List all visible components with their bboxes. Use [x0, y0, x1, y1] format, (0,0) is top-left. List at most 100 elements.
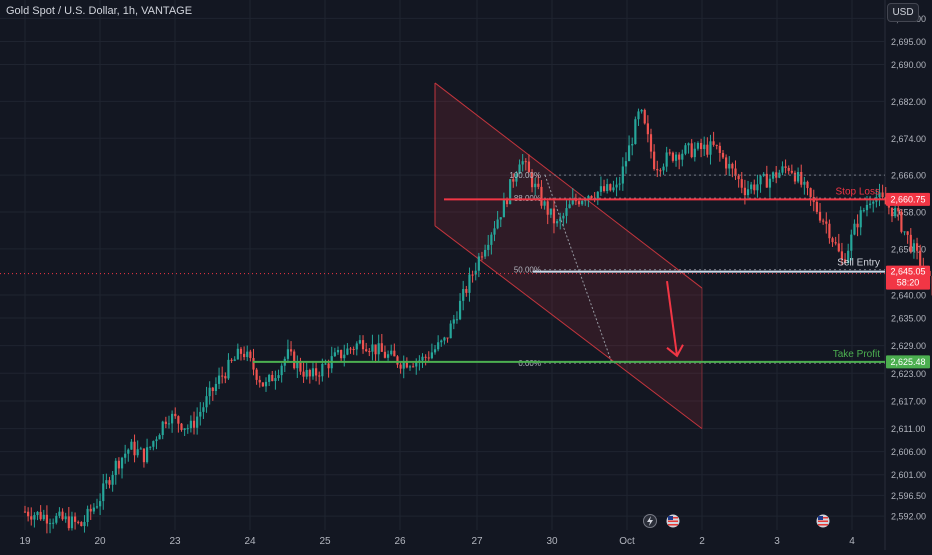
candle-body: [831, 238, 833, 242]
candle-body: [277, 375, 279, 378]
candle-body: [356, 343, 358, 349]
candle-body: [900, 211, 902, 231]
candle-body: [803, 182, 805, 185]
candle-body: [747, 189, 749, 195]
fib-level-label: 0.00%: [518, 359, 541, 368]
x-tick-label: 23: [169, 536, 181, 547]
candle-body: [65, 516, 67, 519]
candle-body: [641, 110, 643, 111]
candle-body: [619, 184, 621, 185]
candle-body: [318, 375, 320, 376]
candle-body: [162, 422, 164, 435]
candle-body: [471, 275, 473, 276]
candle-body: [913, 243, 915, 251]
candle-body: [218, 376, 220, 384]
candle-body: [816, 202, 818, 212]
candle-body: [353, 349, 355, 350]
candle-body: [368, 351, 370, 352]
candle-body: [309, 370, 311, 376]
candle-body: [478, 256, 480, 270]
candle-body: [281, 366, 283, 375]
y-tick-label: 2,640.00: [891, 290, 926, 300]
x-tick-label: 19: [19, 536, 31, 547]
candle-body: [334, 352, 336, 356]
candle-body: [374, 344, 376, 354]
candle-body: [534, 184, 536, 187]
candle-body: [265, 382, 267, 386]
candle-body: [55, 516, 57, 523]
candle-body: [321, 364, 323, 376]
x-tick-label: 20: [94, 536, 106, 547]
candle-body: [324, 364, 326, 365]
candle-body: [547, 201, 549, 214]
candle-body: [700, 143, 702, 149]
candle-body: [606, 184, 608, 191]
chart-title: Gold Spot / U.S. Dollar, 1h, VANTAGE: [6, 5, 192, 17]
candle-body: [744, 188, 746, 195]
candle-body: [243, 354, 245, 357]
candle-body: [202, 407, 204, 412]
candle-body: [756, 184, 758, 190]
candle-body: [806, 182, 808, 188]
candle-body: [456, 319, 458, 320]
x-tick-label: 24: [244, 536, 256, 547]
candle-body: [184, 428, 186, 430]
y-tick-label: 2,690.00: [891, 60, 926, 70]
candle-body: [597, 192, 599, 199]
candle-body: [497, 220, 499, 229]
candle-body: [731, 164, 733, 169]
candle-body: [728, 164, 730, 169]
candle-body: [224, 376, 226, 378]
candle-body: [706, 145, 708, 155]
candle-body: [819, 212, 821, 221]
candle-body: [697, 143, 699, 149]
x-tick-label: 27: [471, 536, 483, 547]
candle-body: [234, 359, 236, 361]
y-tick-label: 2,592.00: [891, 512, 926, 522]
candle-body: [271, 375, 273, 381]
candle-body: [378, 343, 380, 354]
candle-body: [719, 146, 721, 153]
event-icon-us-flag: [817, 515, 830, 528]
y-tick-label: 2,635.00: [891, 314, 926, 324]
y-tick-label: 2,695.00: [891, 37, 926, 47]
candle-body: [87, 509, 89, 522]
candle-body: [684, 145, 686, 153]
y-tick-label: 2,658.00: [891, 208, 926, 218]
candle-body: [425, 357, 427, 358]
flag-stripe: [668, 524, 678, 526]
candle-body: [769, 179, 771, 188]
candle-body: [387, 354, 389, 358]
candle-body: [40, 512, 42, 519]
currency-button[interactable]: USD: [887, 3, 919, 22]
candle-body: [115, 461, 117, 475]
candle-body: [465, 289, 467, 293]
candle-body: [487, 245, 489, 250]
candle-body: [68, 516, 70, 528]
candle-body: [240, 349, 242, 354]
candle-body: [869, 204, 871, 205]
take-profit-price-tag: 2,625.48: [890, 357, 925, 367]
candle-body: [396, 356, 398, 364]
candle-body: [656, 169, 658, 170]
x-tick-label: 26: [394, 536, 406, 547]
candle-body: [52, 523, 54, 524]
candle-body: [650, 134, 652, 151]
candle-body: [149, 447, 151, 448]
candle-body: [672, 153, 674, 161]
candle-body: [171, 414, 173, 424]
flag-stripe: [818, 521, 828, 523]
candle-body: [766, 174, 768, 188]
candle-body: [343, 355, 345, 359]
candle-body: [268, 375, 270, 382]
candle-body: [675, 155, 677, 161]
x-tick-label: 25: [319, 536, 331, 547]
candle-body: [287, 349, 289, 359]
x-tick-label: 30: [546, 536, 558, 547]
candle-body: [371, 344, 373, 351]
candle-body: [462, 289, 464, 301]
y-tick-label: 2,629.00: [891, 341, 926, 351]
candle-body: [659, 170, 661, 171]
